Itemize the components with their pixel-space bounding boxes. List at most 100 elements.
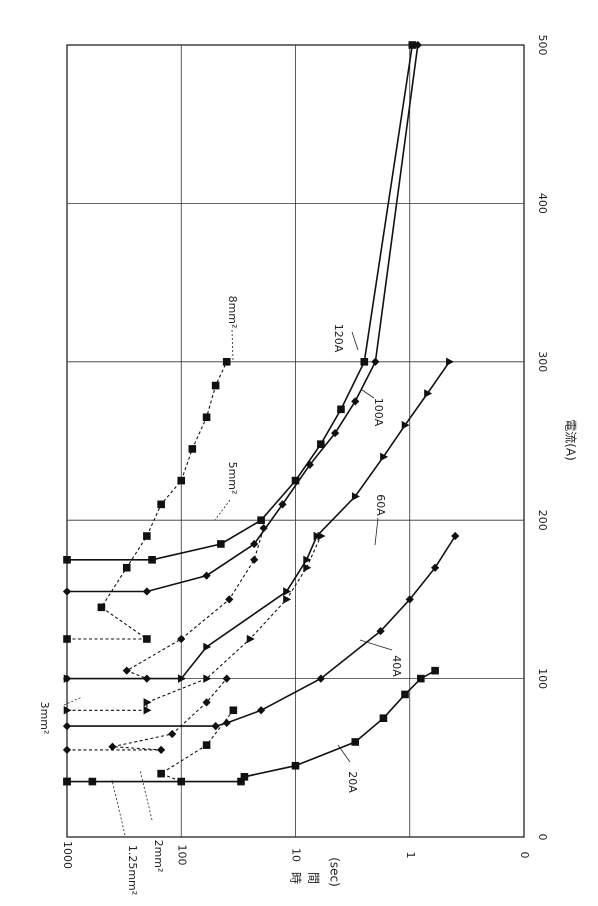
series-120a-point-shape — [409, 42, 416, 49]
series-60a-point — [284, 588, 290, 595]
series-20a-point — [432, 667, 439, 674]
series-3mm-point — [247, 636, 253, 643]
series-100a-point — [64, 588, 71, 595]
annotation-40a-leader — [360, 640, 392, 650]
series-1-25mm-point — [178, 778, 185, 785]
series-120a-point — [149, 557, 156, 564]
series-3mm-point — [144, 707, 150, 714]
series-1-25mm-point — [230, 707, 237, 714]
series-8mm-point — [98, 604, 105, 611]
series-8mm-point-shape — [144, 636, 151, 643]
series-20a-point-shape — [402, 691, 409, 698]
series-5mm-point — [143, 675, 150, 682]
annotation-120a: 120A — [332, 324, 345, 353]
annotation-3mm: 3mm² — [38, 702, 51, 735]
series-120a-point — [338, 406, 345, 413]
series-120a-point — [409, 42, 416, 49]
series-120a-point — [218, 541, 225, 548]
series-8mm-point — [123, 564, 130, 571]
series-20a-point — [418, 675, 425, 682]
series-3mm-point — [284, 596, 290, 603]
series-8mm-point — [223, 359, 230, 366]
series-5mm-point-shape — [123, 667, 130, 674]
series-8mm-point — [203, 414, 210, 421]
series-1-25mm-point-shape — [203, 742, 210, 749]
series-2mm-point — [169, 731, 176, 738]
tick-label-current: 200 — [536, 510, 549, 531]
series-1-25mm-point-shape — [230, 707, 237, 714]
annotation-2mm-leader — [140, 770, 152, 820]
annotation-8mm: 8mm² — [226, 296, 239, 329]
tick-label-current: 0 — [536, 834, 549, 841]
series-2mm-point — [64, 746, 71, 753]
series-40a-point — [258, 707, 265, 714]
series-1-25mm-point-shape — [178, 778, 185, 785]
series-5mm-line — [67, 528, 264, 679]
tick-label-current: 100 — [536, 668, 549, 689]
series-5mm-point — [226, 596, 233, 603]
series-100a-point-shape — [372, 358, 379, 365]
series-20a-point — [352, 739, 359, 746]
series-5mm-point — [123, 667, 130, 674]
annotation-40a: 40A — [390, 655, 403, 677]
series-8mm-point — [64, 636, 71, 643]
series-1-25mm-point — [158, 770, 165, 777]
series-60a-point — [425, 390, 431, 397]
series-120a-point-shape — [292, 477, 299, 484]
series-8mm-point-shape — [158, 501, 165, 508]
axis-title-time-char: 時 — [289, 872, 303, 884]
series-120a-point — [64, 557, 71, 564]
series-20a-point — [292, 762, 299, 769]
series-5mm-point-shape — [260, 525, 267, 532]
series-2mm-point — [158, 746, 165, 753]
series-5mm-point-shape — [178, 636, 185, 643]
series-120a-point — [292, 477, 299, 484]
series-60a-point-shape — [284, 588, 290, 595]
series-20a-point-shape — [292, 762, 299, 769]
series-1-25mm-point — [203, 742, 210, 749]
series-5mm-point — [260, 525, 267, 532]
series-3mm-point-shape — [318, 533, 324, 540]
annotation-5mm: 5mm² — [226, 462, 239, 495]
tick-label-time: 1 — [404, 852, 417, 859]
series-120a-point-shape — [318, 441, 325, 448]
series-40a-point — [212, 723, 219, 730]
series-20a-point-shape — [380, 715, 387, 722]
series-100a-point-shape — [64, 588, 71, 595]
series-2mm-point-shape — [109, 743, 116, 750]
series-5mm-point — [251, 556, 258, 563]
annotation-8mm-leader — [232, 330, 233, 360]
series-2mm-point-shape — [158, 746, 165, 753]
axis-title-current: 電流(A) — [564, 419, 578, 461]
series-8mm-point-shape — [144, 533, 151, 540]
series-40a-point-shape — [212, 723, 219, 730]
series-120a-point — [258, 517, 265, 524]
tick-label-current: 300 — [536, 351, 549, 372]
series-60a-point — [352, 493, 358, 500]
annotation-5mm-leader — [215, 500, 230, 520]
series-20a-point-shape — [418, 675, 425, 682]
annotation-120a-leader — [352, 332, 358, 350]
series-3mm-point-shape — [144, 707, 150, 714]
series-60a-point-shape — [447, 358, 453, 365]
series-5mm-point-shape — [251, 556, 258, 563]
series-20a-point — [402, 691, 409, 698]
series-3mm-point — [304, 564, 310, 571]
series-120a-point-shape — [218, 541, 225, 548]
series-60a-point-shape — [352, 493, 358, 500]
tick-label-time: 1000 — [61, 841, 74, 869]
series-8mm-point — [212, 382, 219, 389]
series-40a-point-shape — [64, 723, 71, 730]
annotation-1-25mm-leader — [112, 780, 125, 835]
annotation-2mm: 2mm² — [152, 840, 165, 873]
series-60a-point — [381, 453, 387, 460]
series-5mm-point — [178, 636, 185, 643]
series-2mm-line — [67, 679, 227, 750]
axis-title-time-char: 間 — [307, 872, 321, 884]
series-120a-point-shape — [338, 406, 345, 413]
series-2mm-point-shape — [64, 746, 71, 753]
tick-label-time: 10 — [290, 848, 303, 862]
annotation-20a-leader — [338, 745, 350, 762]
series-120a-point-shape — [361, 359, 368, 366]
series-1-25mm-point — [64, 778, 71, 785]
